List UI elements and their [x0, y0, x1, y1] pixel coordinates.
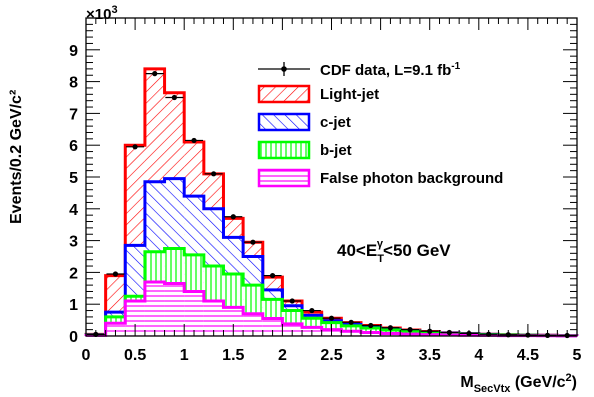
data-point-16: [401, 327, 420, 333]
x-tick-label: 4: [474, 347, 483, 364]
false-photon-bar-5: [184, 291, 204, 336]
false-photon-bar-2: [125, 301, 145, 336]
y-tick-label: 9: [69, 43, 78, 60]
data-point-marker: [328, 315, 335, 321]
legend-false-photon-swatch: [257, 168, 311, 188]
legend-data-marker: [281, 66, 287, 72]
legend-light-jet-swatch: [257, 84, 311, 104]
false-photon-bar-6: [203, 301, 224, 336]
false-photon-bar-9: [262, 318, 283, 336]
legend-entry-light-jet: Light-jet: [257, 84, 379, 104]
data-point-marker: [407, 327, 413, 333]
y-tick-label: 1: [69, 297, 78, 314]
y-tick-label: 5: [69, 170, 78, 187]
false-photon-bar-8: [243, 313, 263, 336]
data-point-marker: [230, 214, 236, 220]
data-point-4: [165, 94, 184, 101]
histogram-layer: [84, 67, 579, 338]
false-photon-bar-10: [282, 323, 303, 336]
legend-false-photon-label: False photon background: [320, 170, 503, 187]
data-point-13: [342, 319, 361, 325]
data-point-5: [185, 137, 204, 144]
data-point-marker: [211, 171, 217, 177]
data-point-marker: [250, 239, 256, 245]
y-axis-title: Events/0.2 GeV/c²: [8, 90, 25, 224]
legend-entry-false-photon: False photon background: [257, 168, 503, 188]
legend-data-label: CDF data, L=9.1 fb-1: [320, 61, 461, 79]
y-tick-label: 3: [69, 234, 78, 251]
x-tick-label: 1.5: [222, 347, 244, 364]
data-point-marker: [387, 325, 394, 331]
data-point-marker: [289, 298, 295, 304]
legend-entry-b-jet: b-jet: [257, 140, 352, 160]
data-point-1: [106, 271, 125, 277]
data-point-marker: [269, 272, 276, 279]
x-tick-label: 3.5: [419, 347, 441, 364]
data-point-11: [302, 307, 321, 314]
y-tick-label: 6: [69, 138, 78, 155]
data-point-marker: [368, 322, 374, 329]
x-tick-label: 3: [376, 347, 385, 364]
y-tick-label: 4: [69, 202, 78, 219]
data-point-marker: [348, 319, 354, 325]
legend-c-jet-label: c-jet: [320, 114, 351, 131]
data-point-14: [361, 322, 380, 329]
legend-c-jet-swatch: [257, 112, 311, 132]
y-exponent-label: ×103: [86, 4, 118, 23]
axes-layer: 0 1 2 3 4 5 6 7 8 9 0 0.5 1 1.5 2 2.5 3 3.5 4 4.5 5: [69, 17, 582, 364]
x-tick-label: 5: [573, 347, 582, 364]
data-point-15: [381, 325, 400, 331]
data-point-marker: [112, 271, 119, 277]
data-point-8: [243, 239, 262, 245]
x-tick-label: 2.5: [320, 347, 342, 364]
legend-entry-c-jet: c-jet: [257, 112, 351, 132]
false-photon-bar-1: [105, 323, 126, 336]
x-tick-label: 0: [82, 347, 91, 364]
data-point-marker: [191, 137, 197, 144]
x-tick-label: 2: [278, 347, 287, 364]
y-tick-label: 0: [69, 329, 78, 346]
false-photon-bar-4: [164, 283, 185, 336]
data-point-2: [126, 144, 145, 150]
data-point-marker: [132, 144, 138, 150]
y-tick-label: 8: [69, 75, 78, 92]
data-point-marker: [152, 71, 158, 77]
data-point-7: [224, 214, 243, 220]
false-photon-bar-3: [144, 281, 165, 336]
x-tick-label: 4.5: [517, 347, 539, 364]
legend-b-jet-label: b-jet: [320, 142, 352, 159]
legend-light-jet-label: Light-jet: [320, 86, 379, 103]
data-point-12: [322, 315, 341, 321]
legend: CDF data, L=9.1 fb-1 Light-jet c-jet b-j…: [257, 61, 503, 188]
x-axis-title: MSecVtx (GeV/c2): [460, 372, 577, 395]
data-point-10: [283, 298, 302, 304]
x-tick-label: 0.5: [124, 347, 146, 364]
legend-entry-data: CDF data, L=9.1 fb-1: [258, 61, 461, 79]
data-point-3: [145, 71, 164, 77]
legend-b-jet-swatch: [257, 140, 311, 160]
y-tick-label: 7: [69, 106, 78, 123]
data-point-marker: [171, 94, 177, 101]
y-tick-label: 2: [69, 265, 78, 282]
data-point-9: [263, 272, 282, 279]
data-point-marker: [309, 307, 315, 314]
energy-range-annotation: 40<ETγ<50 GeV: [337, 238, 451, 265]
false-photon-bar-7: [223, 307, 244, 336]
data-point-6: [204, 171, 223, 177]
x-tick-label: 1: [180, 347, 189, 364]
